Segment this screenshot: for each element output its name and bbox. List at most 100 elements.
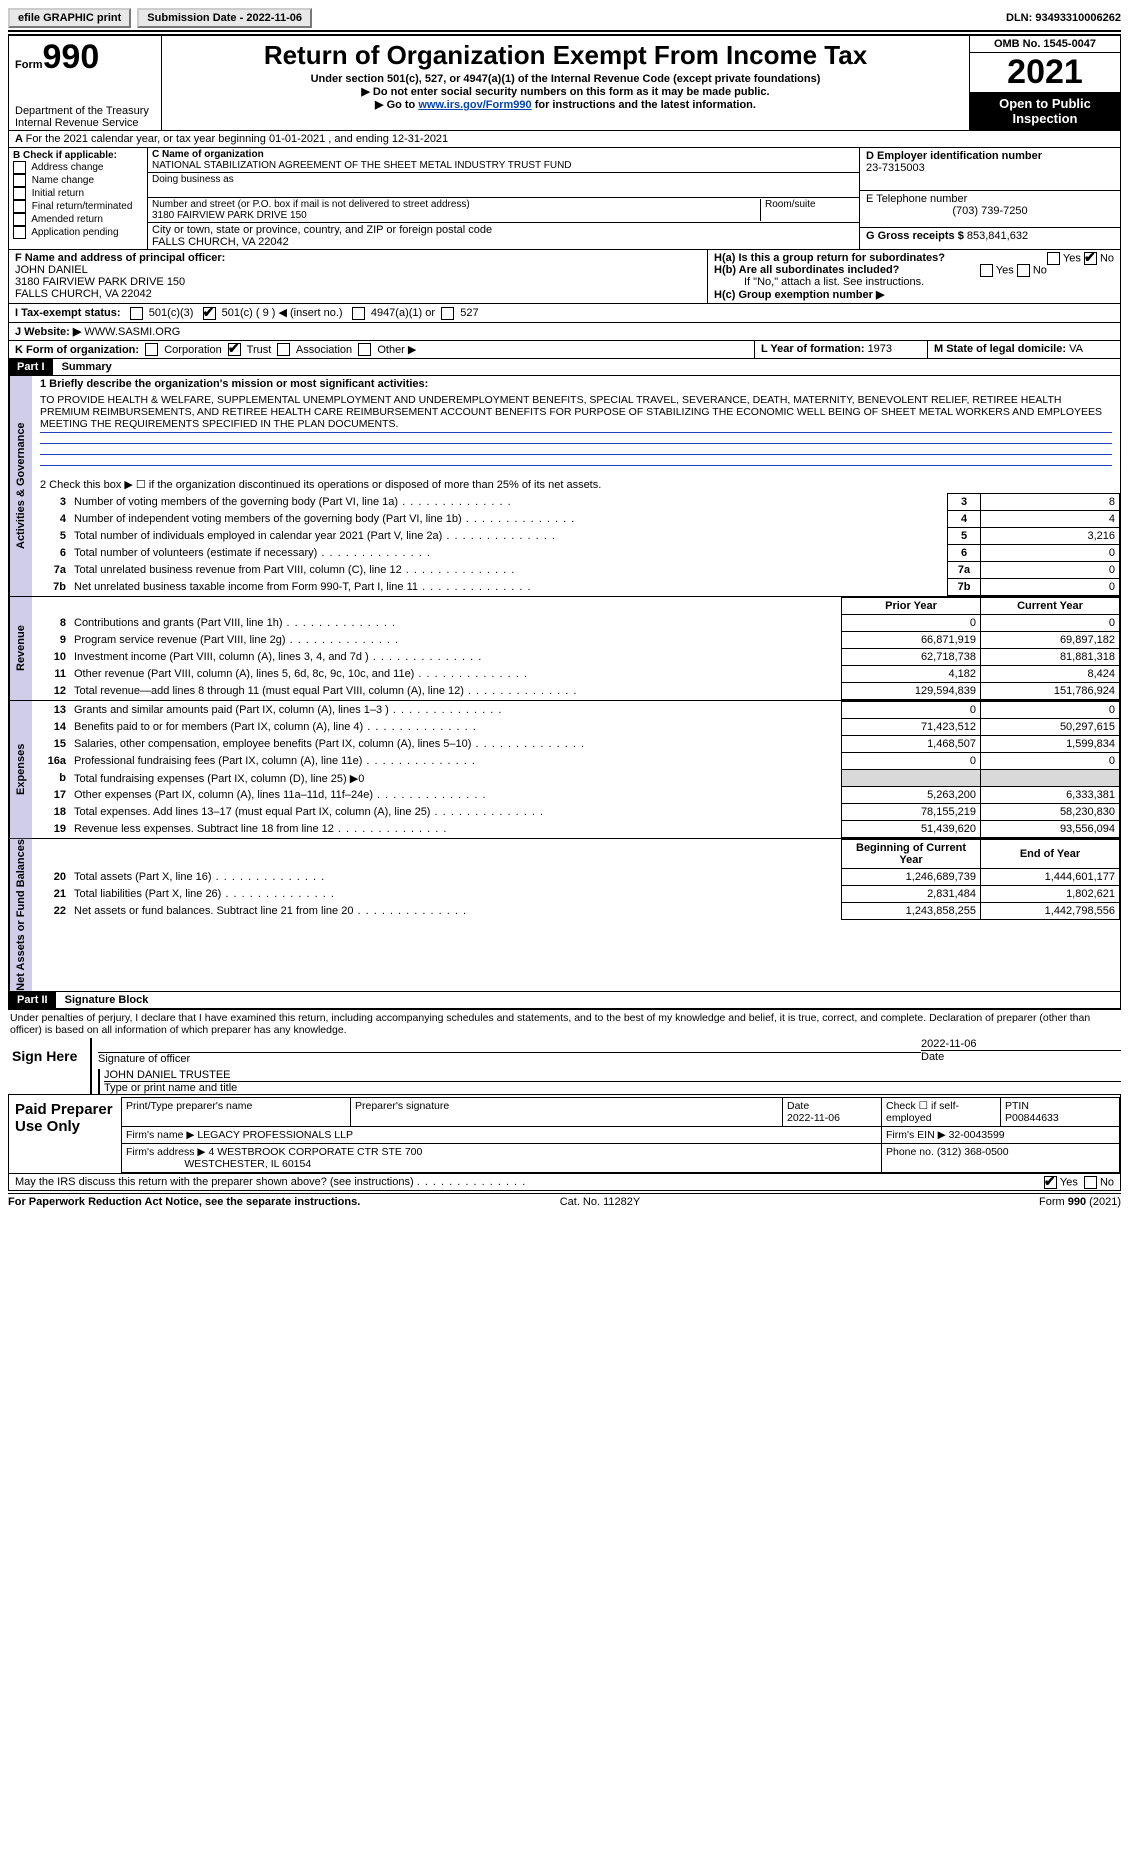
table-row: 4Number of independent voting members of… (32, 511, 1120, 528)
typed-name-label: Type or print name and title (104, 1082, 1121, 1094)
ein-label: D Employer identification number (866, 150, 1042, 162)
preparer-table: Print/Type preparer's name Preparer's si… (121, 1097, 1120, 1173)
line-a-tax-year: A For the 2021 calendar year, or tax yea… (8, 131, 1121, 148)
table-row: 13Grants and similar amounts paid (Part … (32, 702, 1120, 719)
paid-preparer-label: Paid Preparer Use Only (9, 1095, 121, 1173)
dba-label: Doing business as (152, 174, 234, 185)
discuss-no-checkbox[interactable] (1084, 1176, 1097, 1189)
irs-link[interactable]: www.irs.gov/Form990 (418, 99, 531, 111)
pra-notice: For Paperwork Reduction Act Notice, see … (8, 1196, 360, 1208)
prep-date: 2022-11-06 (787, 1112, 840, 1124)
prep-date-label: Date (787, 1100, 809, 1112)
section-governance: Activities & Governance 1 Briefly descri… (8, 376, 1121, 597)
prep-selfemp: Check ☐ if self-employed (886, 1100, 959, 1124)
section-net-assets: Net Assets or Fund Balances Beginning of… (8, 839, 1121, 992)
firm-addr1: 4 WESTBROOK CORPORATE CTR STE 700 (208, 1146, 422, 1158)
box-b-checkbox[interactable] (13, 213, 26, 226)
table-row: 14Benefits paid to or for members (Part … (32, 719, 1120, 736)
website-value: WWW.SASMI.ORG (84, 326, 180, 338)
section-expenses: Expenses 13Grants and similar amounts pa… (8, 701, 1121, 839)
box-b-checkbox[interactable] (13, 200, 26, 213)
discuss-label: May the IRS discuss this return with the… (15, 1176, 414, 1188)
year-formation-label: L Year of formation: (761, 343, 868, 355)
state-domicile-label: M State of legal domicile: (934, 343, 1069, 355)
table-row: 21Total liabilities (Part X, line 26)2,8… (32, 886, 1120, 903)
phone-value: (703) 739-7250 (866, 205, 1114, 217)
officer-addr2: FALLS CHURCH, VA 22042 (15, 288, 152, 300)
table-row: 16aProfessional fundraising fees (Part I… (32, 753, 1120, 770)
table-row: 7bNet unrelated business taxable income … (32, 579, 1120, 596)
ha-yes-checkbox[interactable] (1047, 252, 1060, 265)
ha-no-checkbox[interactable] (1084, 252, 1097, 265)
form-org-checkbox[interactable] (358, 343, 371, 356)
submission-date-value: 2022-11-06 (246, 12, 302, 24)
form-number: 990 (43, 38, 100, 76)
box-b-option: Initial return (13, 187, 143, 200)
side-expenses: Expenses (9, 701, 32, 838)
paid-preparer-block: Paid Preparer Use Only Print/Type prepar… (8, 1095, 1121, 1174)
opt-4947: 4947(a)(1) or (371, 307, 435, 319)
side-revenue: Revenue (9, 597, 32, 700)
submission-date-button[interactable]: Submission Date - 2022-11-06 (137, 8, 312, 28)
box-c: C Name of organization NATIONAL STABILIZ… (148, 148, 859, 249)
city-label: City or town, state or province, country… (152, 224, 492, 236)
side-netassets: Net Assets or Fund Balances (9, 839, 32, 991)
box-b-checkbox[interactable] (13, 187, 26, 200)
table-row: 18Total expenses. Add lines 13–17 (must … (32, 804, 1120, 821)
part-2-bar: Part II (9, 992, 56, 1008)
box-f-label: F Name and address of principal officer: (15, 252, 225, 264)
box-d-e-g: D Employer identification number 23-7315… (859, 148, 1120, 249)
501c-checkbox[interactable] (203, 307, 216, 320)
form-subtitle-3: Go to www.irs.gov/Form990 for instructio… (168, 98, 963, 111)
form-subtitle-2: Do not enter social security numbers on … (168, 85, 963, 98)
org-name: NATIONAL STABILIZATION AGREEMENT OF THE … (152, 160, 572, 171)
form-org-checkbox[interactable] (145, 343, 158, 356)
501c3-checkbox[interactable] (130, 307, 143, 320)
table-row: 19Revenue less expenses. Subtract line 1… (32, 821, 1120, 838)
527-checkbox[interactable] (441, 307, 454, 320)
hb-no-checkbox[interactable] (1017, 264, 1030, 277)
4947-checkbox[interactable] (352, 307, 365, 320)
goto-pre: Go to (387, 99, 419, 111)
firm-name: LEGACY PROFESSIONALS LLP (197, 1129, 353, 1141)
box-b-checkbox[interactable] (13, 174, 26, 187)
table-row: 22Net assets or fund balances. Subtract … (32, 903, 1120, 920)
tax-exempt-label: I Tax-exempt status: (15, 307, 121, 319)
efile-print-button[interactable]: efile GRAPHIC print (8, 8, 131, 28)
officer-addr1: 3180 FAIRVIEW PARK DRIVE 150 (15, 276, 185, 288)
opt-501c: 501(c) ( 9 ) ◀ (insert no.) (222, 307, 343, 319)
h-a-label: H(a) Is this a group return for subordin… (714, 252, 945, 264)
firm-phone-label: Phone no. (886, 1146, 934, 1158)
row-f-h: F Name and address of principal officer:… (8, 250, 1121, 304)
treasury-dept: Department of the Treasury (15, 105, 155, 117)
table-row: 8Contributions and grants (Part VIII, li… (32, 615, 1120, 632)
form-990-footer: Form 990 (2021) (1039, 1196, 1121, 1208)
section-revenue: Revenue Prior YearCurrent Year8Contribut… (8, 597, 1121, 701)
form-header: Form990 Department of the Treasury Inter… (8, 34, 1121, 131)
form-org-checkbox[interactable] (277, 343, 290, 356)
box-b-checkbox[interactable] (13, 226, 26, 239)
discuss-yes-checkbox[interactable] (1044, 1176, 1057, 1189)
part-1-title: Summary (56, 359, 118, 375)
governance-table: 3Number of voting members of the governi… (32, 493, 1120, 596)
box-b-checkbox[interactable] (13, 161, 26, 174)
table-row: 3Number of voting members of the governi… (32, 494, 1120, 511)
table-row: 6Total number of volunteers (estimate if… (32, 545, 1120, 562)
top-bar: efile GRAPHIC print Submission Date - 20… (8, 8, 1121, 32)
form-org-checkbox[interactable] (228, 343, 241, 356)
officer-signature-label: Signature of officer (98, 1053, 921, 1065)
state-domicile: VA (1069, 343, 1083, 355)
table-row: 12Total revenue—add lines 8 through 11 (… (32, 683, 1120, 700)
part-1-bar: Part I (9, 359, 53, 375)
firm-phone: (312) 368-0500 (937, 1146, 1009, 1158)
prep-name-label: Print/Type preparer's name (126, 1100, 252, 1112)
hb-yes-checkbox[interactable] (980, 264, 993, 277)
underline-2 (40, 443, 1112, 454)
table-row: 5Total number of individuals employed in… (32, 528, 1120, 545)
org-city: FALLS CHURCH, VA 22042 (152, 236, 289, 248)
open-to-public: Open to Public Inspection (970, 92, 1120, 130)
line-2-checkbox-text: 2 Check this box ▶ ☐ if the organization… (32, 476, 1120, 493)
tax-year: 2021 (970, 53, 1120, 92)
officer-signature-line[interactable] (98, 1038, 921, 1053)
opt-501c3: 501(c)(3) (149, 307, 194, 319)
